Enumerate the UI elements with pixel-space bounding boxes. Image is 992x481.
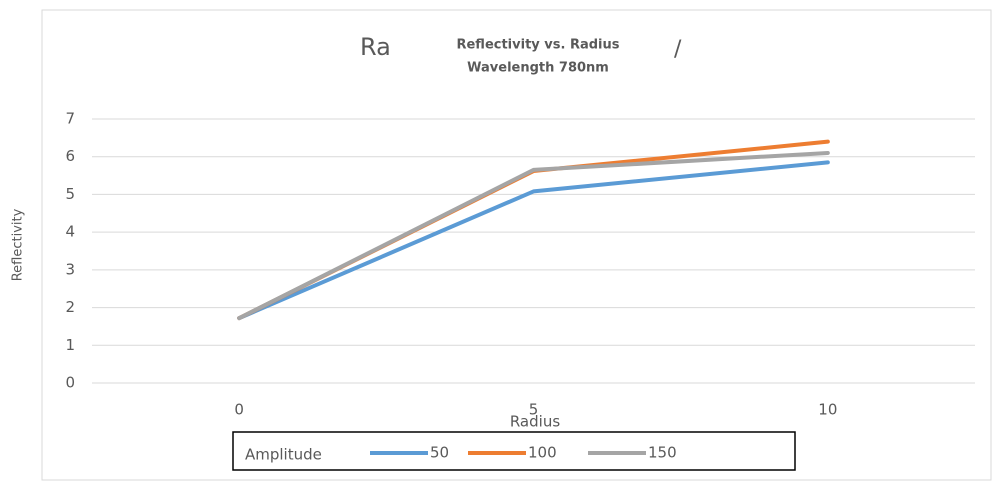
y-tick-label: 0 bbox=[65, 374, 75, 392]
y-tick-label: 3 bbox=[65, 260, 75, 278]
title-fragment: Ra bbox=[360, 33, 391, 61]
series-line bbox=[237, 160, 830, 321]
legend-label: 50 bbox=[430, 444, 449, 462]
x-tick-label: 10 bbox=[818, 401, 837, 419]
x-axis-label: Radius bbox=[510, 413, 560, 431]
chart-frame bbox=[41, 9, 992, 481]
x-tick-label: 0 bbox=[234, 401, 244, 419]
y-tick-label: 2 bbox=[65, 298, 75, 316]
chart-title: Reflectivity vs. Radius bbox=[456, 38, 619, 53]
title-fragment: / bbox=[674, 37, 682, 62]
x-tick-label: 5 bbox=[529, 401, 539, 419]
y-tick-label: 7 bbox=[65, 110, 75, 128]
y-tick-label: 6 bbox=[65, 147, 75, 165]
chart-subtitle: Wavelength 780nm bbox=[467, 61, 609, 76]
legend-title: Amplitude bbox=[245, 446, 322, 464]
y-tick-label: 4 bbox=[65, 223, 75, 241]
y-tick-label: 5 bbox=[65, 185, 75, 203]
y-tick-label: 1 bbox=[65, 336, 75, 354]
legend-label: 150 bbox=[648, 444, 677, 462]
series-line bbox=[237, 150, 830, 321]
legend-label: 100 bbox=[528, 444, 557, 462]
y-axis-label: Reflectivity bbox=[11, 208, 26, 281]
